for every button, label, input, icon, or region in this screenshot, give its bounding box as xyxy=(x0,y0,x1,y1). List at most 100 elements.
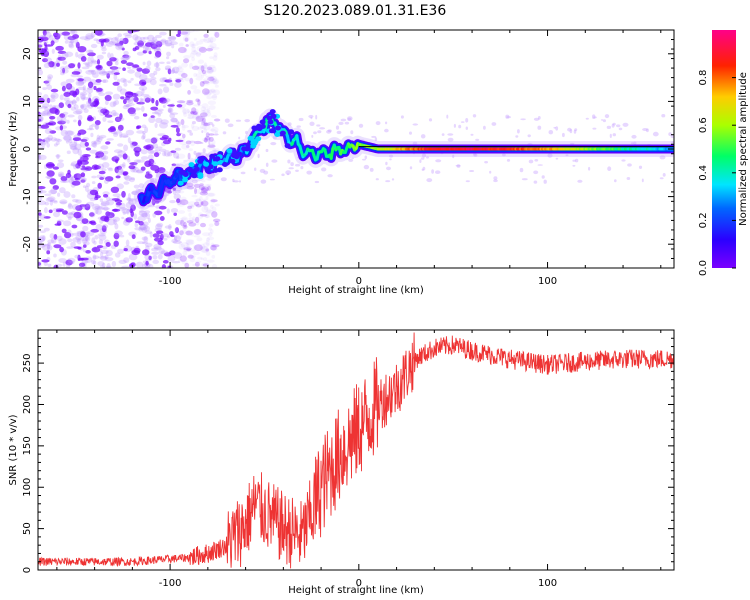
noise-blob xyxy=(116,204,120,208)
noise-blob xyxy=(61,56,66,61)
noise-blob xyxy=(166,61,171,64)
noise-blob xyxy=(537,164,543,166)
noise-blob xyxy=(190,204,194,208)
noise-blob xyxy=(206,40,213,44)
noise-blob xyxy=(389,158,392,161)
noise-blob xyxy=(179,162,187,166)
noise-blob xyxy=(155,99,159,107)
noise-blob xyxy=(200,187,208,194)
noise-blob xyxy=(60,117,67,123)
noise-blob xyxy=(116,85,123,92)
noise-blob xyxy=(106,73,110,79)
noise-blob xyxy=(102,262,106,268)
noise-blob xyxy=(155,41,163,48)
noise-blob xyxy=(118,207,127,211)
noise-blob xyxy=(195,260,202,264)
noise-blob xyxy=(96,59,101,65)
noise-blob xyxy=(336,130,342,135)
noise-blob xyxy=(105,40,114,47)
noise-blob xyxy=(233,180,239,183)
noise-blob xyxy=(105,72,111,77)
noise-blob xyxy=(78,166,84,169)
noise-blob xyxy=(205,177,213,181)
noise-blob xyxy=(121,47,125,51)
noise-blob xyxy=(205,70,211,74)
noise-blob xyxy=(154,148,161,152)
noise-blob xyxy=(141,135,146,140)
snr-xtick-label: 100 xyxy=(538,578,557,589)
noise-blob xyxy=(97,182,102,189)
noise-blob xyxy=(175,139,184,143)
noise-blob xyxy=(183,58,190,64)
noise-blob xyxy=(257,153,260,159)
noise-blob xyxy=(169,231,174,237)
noise-blob xyxy=(186,157,194,162)
noise-blob xyxy=(43,261,48,267)
noise-blob xyxy=(178,46,187,54)
noise-blob xyxy=(154,200,160,204)
noise-blob xyxy=(633,141,637,145)
noise-blob xyxy=(70,30,76,34)
ridge-blob xyxy=(191,173,198,178)
noise-blob xyxy=(181,108,190,114)
noise-blob xyxy=(148,255,152,261)
noise-blob xyxy=(186,185,195,190)
noise-blob xyxy=(103,194,109,198)
noise-blob xyxy=(192,263,200,267)
noise-blob xyxy=(187,205,193,209)
noise-blob xyxy=(129,208,133,214)
noise-blob xyxy=(101,47,107,52)
noise-blob xyxy=(89,149,98,154)
noise-blob xyxy=(107,120,114,123)
noise-blob xyxy=(105,242,111,247)
noise-blob xyxy=(123,144,129,152)
noise-blob xyxy=(47,74,54,80)
noise-blob xyxy=(143,210,151,214)
noise-blob xyxy=(134,36,142,43)
noise-blob xyxy=(103,107,107,111)
noise-blob xyxy=(159,148,167,152)
noise-blob xyxy=(470,133,474,136)
noise-blob xyxy=(48,98,56,103)
noise-blob xyxy=(99,134,107,139)
noise-blob xyxy=(43,227,50,232)
noise-blob xyxy=(104,100,109,106)
noise-blob xyxy=(107,167,113,170)
noise-blob xyxy=(155,67,161,72)
noise-blob xyxy=(106,138,114,141)
noise-blob xyxy=(409,131,412,135)
noise-blob xyxy=(97,109,106,114)
noise-blob xyxy=(38,186,46,190)
noise-blob xyxy=(85,35,94,40)
noise-blob xyxy=(202,80,210,84)
noise-blob xyxy=(79,91,88,96)
noise-blob xyxy=(42,98,51,103)
noise-blob xyxy=(87,56,92,64)
noise-blob xyxy=(47,196,56,202)
noise-blob xyxy=(92,82,102,86)
noise-blob xyxy=(517,129,520,134)
snr-xtick-label: -100 xyxy=(159,578,182,589)
noise-blob xyxy=(131,177,135,181)
noise-blob xyxy=(38,44,43,48)
noise-blob xyxy=(113,74,118,81)
noise-blob xyxy=(187,116,194,120)
ridge-blob xyxy=(284,143,291,149)
noise-blob xyxy=(206,107,210,112)
noise-blob xyxy=(49,233,55,239)
noise-blob xyxy=(83,244,87,248)
noise-blob xyxy=(263,170,269,175)
noise-blob xyxy=(183,247,188,251)
noise-blob xyxy=(172,58,178,64)
noise-blob xyxy=(202,242,210,248)
noise-blob xyxy=(98,71,108,76)
noise-blob xyxy=(67,114,75,118)
noise-blob xyxy=(44,79,51,87)
noise-blob xyxy=(105,265,112,268)
noise-blob xyxy=(285,170,292,175)
noise-blob xyxy=(614,179,617,183)
noise-blob xyxy=(69,90,78,96)
noise-blob xyxy=(286,173,290,176)
noise-blob xyxy=(199,196,203,202)
noise-blob xyxy=(53,211,60,218)
